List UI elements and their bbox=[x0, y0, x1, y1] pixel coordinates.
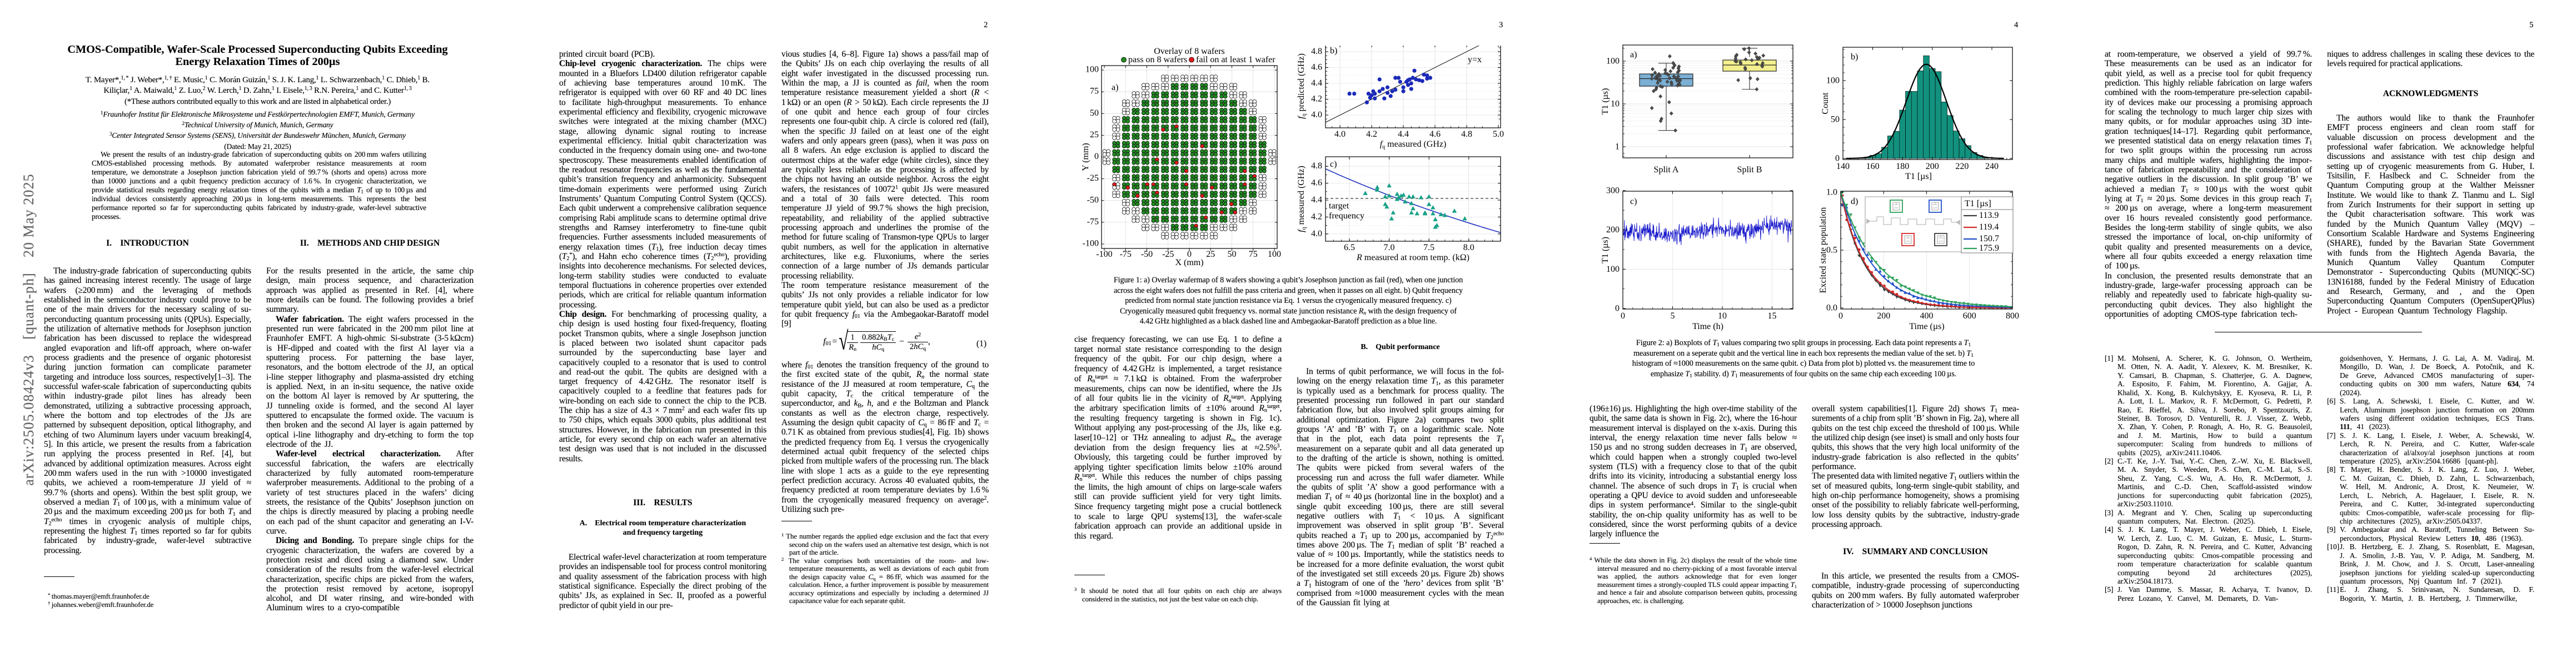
svg-text:75: 75 bbox=[1090, 87, 1099, 96]
svg-text:5: 5 bbox=[1671, 311, 1675, 321]
svg-text:4.0: 4.0 bbox=[1334, 130, 1346, 139]
svg-text:140: 140 bbox=[1836, 162, 1850, 171]
svg-text:-50: -50 bbox=[1141, 250, 1153, 259]
svg-text:target: target bbox=[1329, 201, 1349, 211]
svg-text:100: 100 bbox=[1268, 250, 1281, 259]
svg-text:100: 100 bbox=[1826, 76, 1840, 86]
svg-text:8.0: 8.0 bbox=[1463, 243, 1474, 252]
svg-text:4.6: 4.6 bbox=[1429, 130, 1441, 139]
svg-text:T1 [µs]: T1 [µs] bbox=[1965, 199, 1991, 208]
svg-text:800: 800 bbox=[2006, 311, 2019, 321]
svg-text:b): b) bbox=[1330, 46, 1337, 56]
svg-text:-50: -50 bbox=[1087, 195, 1099, 205]
svg-text:T1 (µs): T1 (µs) bbox=[1601, 88, 1610, 115]
svg-text:0.0: 0.0 bbox=[1826, 303, 1837, 313]
svg-text:0.5: 0.5 bbox=[1826, 246, 1837, 255]
svg-text:150.7: 150.7 bbox=[1979, 234, 1999, 243]
svg-text:25: 25 bbox=[1206, 250, 1215, 259]
svg-text:4.2: 4.2 bbox=[1366, 130, 1377, 139]
svg-text:200: 200 bbox=[1606, 225, 1620, 235]
svg-text:50: 50 bbox=[1831, 115, 1840, 125]
svg-text:0: 0 bbox=[1621, 311, 1625, 321]
svg-text:300: 300 bbox=[1606, 186, 1620, 195]
svg-text:6.5: 6.5 bbox=[1344, 243, 1355, 252]
svg-text:4.8: 4.8 bbox=[1311, 161, 1322, 171]
svg-text:c): c) bbox=[1630, 197, 1637, 206]
svg-text:Count: Count bbox=[1821, 92, 1830, 115]
svg-text:T1 [µs]: T1 [µs] bbox=[1905, 172, 1932, 181]
svg-text:-25: -25 bbox=[1087, 173, 1099, 183]
svg-text:X (mm): X (mm) bbox=[1175, 258, 1203, 267]
svg-text:4.4: 4.4 bbox=[1311, 78, 1322, 88]
svg-text:0: 0 bbox=[1838, 311, 1843, 321]
svg-text:Split A: Split A bbox=[1654, 165, 1679, 175]
svg-text:100: 100 bbox=[1606, 57, 1620, 66]
svg-text:200: 200 bbox=[1877, 311, 1890, 321]
svg-text:119.4: 119.4 bbox=[1979, 222, 1999, 232]
svg-text:0: 0 bbox=[1835, 154, 1840, 163]
svg-text:240: 240 bbox=[1985, 162, 1999, 171]
svg-text:1: 1 bbox=[1615, 142, 1620, 152]
svg-text:R measured at room temp. (kΩ): R measured at room temp. (kΩ) bbox=[1356, 253, 1469, 262]
svg-text:75: 75 bbox=[1249, 250, 1258, 259]
svg-text:10: 10 bbox=[1718, 311, 1727, 321]
svg-text:4.8: 4.8 bbox=[1311, 47, 1322, 56]
svg-text:T1 (µs): T1 (µs) bbox=[1601, 237, 1610, 263]
svg-text:4.4: 4.4 bbox=[1398, 130, 1409, 139]
svg-text:15: 15 bbox=[1768, 311, 1777, 321]
svg-text:160: 160 bbox=[1866, 162, 1880, 171]
svg-text:a): a) bbox=[1630, 50, 1637, 59]
svg-text:400: 400 bbox=[1920, 311, 1934, 321]
svg-text:d): d) bbox=[1851, 197, 1858, 206]
svg-text:fq measured (GHz): fq measured (GHz) bbox=[1380, 140, 1447, 150]
svg-text:5.0: 5.0 bbox=[1493, 130, 1504, 139]
svg-text:600: 600 bbox=[1963, 311, 1976, 321]
svg-text:1.0: 1.0 bbox=[1826, 188, 1837, 197]
svg-text:220: 220 bbox=[1955, 162, 1969, 171]
svg-text:Y (mm): Y (mm) bbox=[1081, 143, 1090, 171]
svg-text:fq predicted (GHz): fq predicted (GHz) bbox=[1297, 53, 1307, 119]
svg-text:50: 50 bbox=[1090, 108, 1099, 118]
svg-text:c): c) bbox=[1330, 160, 1337, 169]
svg-text:100: 100 bbox=[1606, 265, 1620, 274]
svg-text:4.6: 4.6 bbox=[1311, 178, 1322, 188]
svg-text:180: 180 bbox=[1896, 162, 1909, 171]
svg-text:-25: -25 bbox=[1162, 250, 1174, 259]
svg-text:50: 50 bbox=[1228, 250, 1237, 259]
svg-text:b): b) bbox=[1851, 52, 1858, 62]
svg-text:10: 10 bbox=[1611, 99, 1620, 109]
svg-text:100: 100 bbox=[1085, 65, 1099, 74]
svg-text:Time (h): Time (h) bbox=[1692, 322, 1723, 331]
svg-text:-100: -100 bbox=[1083, 239, 1099, 248]
svg-text:113.9: 113.9 bbox=[1979, 211, 1999, 220]
svg-text:4.4: 4.4 bbox=[1311, 195, 1322, 205]
svg-text:fail on at least 1 wafer: fail on at least 1 wafer bbox=[1196, 55, 1275, 64]
svg-text:Time (µs): Time (µs) bbox=[1909, 322, 1944, 331]
svg-text:7.5: 7.5 bbox=[1423, 243, 1434, 252]
svg-text:-75: -75 bbox=[1087, 217, 1099, 226]
svg-text:0: 0 bbox=[1187, 250, 1192, 259]
svg-text:y=x: y=x bbox=[1468, 55, 1482, 64]
svg-text:pass on 8 wafers: pass on 8 wafers bbox=[1128, 55, 1187, 64]
svg-text:-100: -100 bbox=[1096, 250, 1112, 259]
svg-text:0: 0 bbox=[1094, 152, 1099, 161]
svg-text:0: 0 bbox=[1615, 304, 1620, 313]
svg-text:200: 200 bbox=[1926, 162, 1939, 171]
svg-text:a): a) bbox=[1112, 83, 1118, 92]
svg-text:frequency: frequency bbox=[1329, 211, 1364, 221]
svg-text:7.0: 7.0 bbox=[1384, 243, 1395, 252]
svg-text:4.2: 4.2 bbox=[1311, 94, 1322, 104]
svg-text:4.8: 4.8 bbox=[1461, 130, 1472, 139]
svg-text:Overlay of 8 wafers: Overlay of 8 wafers bbox=[1154, 47, 1225, 56]
svg-text:fq measured (GHz): fq measured (GHz) bbox=[1297, 166, 1307, 232]
svg-text:4.6: 4.6 bbox=[1311, 63, 1322, 72]
svg-text:25: 25 bbox=[1090, 130, 1099, 140]
svg-text:175.9: 175.9 bbox=[1979, 243, 1999, 253]
svg-text:Excited state population: Excited state population bbox=[1818, 207, 1828, 293]
svg-text:4.0: 4.0 bbox=[1311, 110, 1322, 120]
svg-text:4.2: 4.2 bbox=[1311, 212, 1322, 221]
svg-text:4.0: 4.0 bbox=[1311, 229, 1322, 238]
svg-text:-75: -75 bbox=[1120, 250, 1132, 259]
svg-text:Split B: Split B bbox=[1737, 165, 1762, 175]
